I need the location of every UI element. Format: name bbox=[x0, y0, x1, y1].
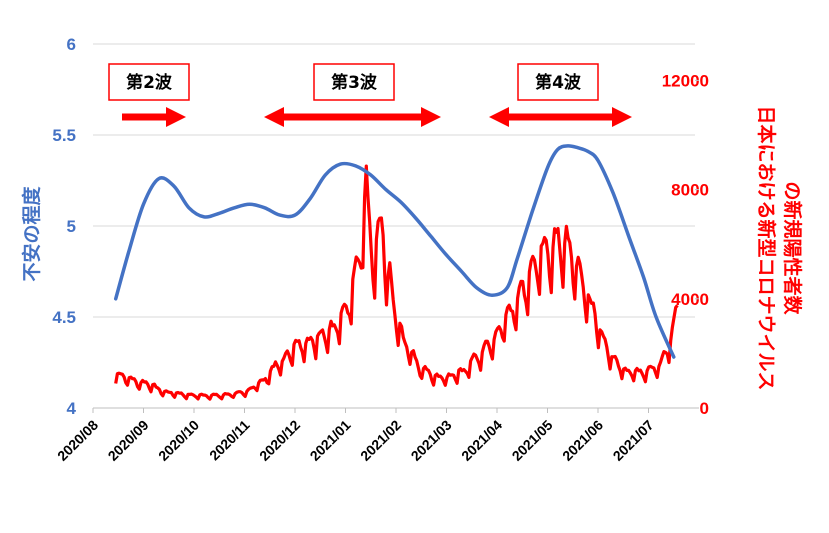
right-tick-label: 4000 bbox=[671, 290, 709, 309]
x-tick-label: 2020/09 bbox=[105, 417, 152, 464]
wave-annotation: 第3波 bbox=[264, 63, 441, 127]
wave-arrow-head-right bbox=[421, 107, 441, 127]
wave-label-box bbox=[313, 63, 395, 101]
x-tick-label: 2021/07 bbox=[610, 417, 657, 464]
new-cases-line bbox=[114, 164, 679, 401]
right-axis-label-line2: の新規陽性者数 bbox=[781, 181, 804, 315]
wave-annotation: 第4波 bbox=[489, 63, 632, 127]
left-axis-ticks: 4 4.5 5 5.5 6 bbox=[52, 35, 76, 418]
x-tick-label: 2021/05 bbox=[509, 417, 556, 464]
wave-arrow-head-left bbox=[264, 107, 284, 127]
left-tick-label: 4 bbox=[67, 399, 77, 418]
left-tick-label: 6 bbox=[67, 35, 76, 54]
right-tick-label: 8000 bbox=[671, 181, 709, 200]
right-axis-ticks: 0 4000 8000 12000 bbox=[662, 71, 709, 418]
right-tick-label: 0 bbox=[700, 399, 709, 418]
wave-arrow-head bbox=[166, 107, 186, 127]
wave-label-box bbox=[517, 63, 599, 101]
series-layer bbox=[113, 144, 679, 401]
x-tick-label: 2021/01 bbox=[307, 417, 354, 464]
x-tick-label: 2021/04 bbox=[458, 417, 505, 464]
wave-label: 第2波 bbox=[126, 72, 173, 93]
x-tick-label: 2020/08 bbox=[54, 417, 101, 464]
x-tick-label: 2021/02 bbox=[357, 417, 404, 464]
left-axis-label: 不安の程度 bbox=[20, 186, 43, 282]
x-tick-label: 2020/10 bbox=[155, 417, 202, 464]
anxiety-line bbox=[113, 144, 676, 359]
right-axis-label-line1: 日本における新型コロナウイルス bbox=[755, 105, 778, 390]
x-tick-label: 2021/03 bbox=[408, 417, 455, 464]
left-tick-label: 5.5 bbox=[52, 126, 76, 145]
right-tick-label: 12000 bbox=[662, 71, 709, 90]
wave-arrow-shaft bbox=[122, 113, 166, 121]
x-tick-label: 2020/11 bbox=[206, 417, 253, 464]
wave-arrow-head-right bbox=[612, 107, 632, 127]
wave-label: 第3波 bbox=[331, 72, 378, 93]
wave-annotations: 第2波 第3波 第4波 bbox=[108, 63, 632, 127]
left-tick-label: 4.5 bbox=[52, 308, 76, 327]
wave-label-box bbox=[108, 63, 190, 101]
wave-annotation: 第2波 bbox=[108, 63, 190, 127]
wave-label: 第4波 bbox=[535, 72, 582, 93]
wave-arrow-shaft bbox=[284, 113, 421, 121]
wave-arrow-head-left bbox=[489, 107, 509, 127]
wave-arrow-shaft bbox=[509, 113, 612, 121]
left-tick-label: 5 bbox=[67, 217, 76, 236]
x-tick-label: 2021/06 bbox=[559, 417, 606, 464]
x-tick-label: 2020/12 bbox=[256, 417, 303, 464]
x-axis-ticks: 2020/08 2020/09 2020/10 2020/11 2020/12 2021/… bbox=[54, 408, 657, 464]
